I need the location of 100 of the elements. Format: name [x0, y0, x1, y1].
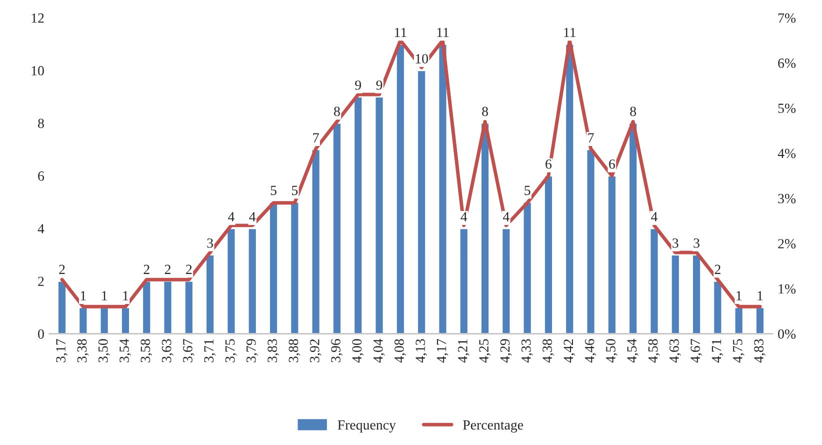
- data-label: 9: [355, 80, 362, 90]
- x-tick-label: 4,46: [584, 339, 596, 363]
- bar: [184, 280, 194, 334]
- bar: [522, 201, 532, 334]
- bar: [416, 70, 426, 334]
- y2-tick-label: 0%: [778, 329, 796, 339]
- x-tick-label: 4,54: [627, 338, 639, 363]
- bar: [438, 43, 448, 334]
- line-series: [60, 38, 762, 308]
- x-tick-label: 4,00: [352, 339, 364, 363]
- x-tick-label: 4,63: [670, 339, 681, 363]
- data-label: 11: [564, 28, 576, 38]
- x-tick-label: 3,79: [246, 339, 258, 362]
- bar: [712, 280, 723, 334]
- data-label: 1: [102, 291, 107, 300]
- bar: [310, 148, 321, 334]
- bar: [268, 201, 278, 334]
- data-label: 4: [502, 212, 510, 222]
- bar: [734, 306, 744, 334]
- y2-tick-label: 1%: [778, 284, 796, 294]
- bar: [458, 228, 469, 334]
- data-label: 11: [437, 28, 449, 38]
- x-tick-label: 4,08: [394, 339, 406, 363]
- bar: [544, 175, 554, 334]
- bar: [501, 228, 512, 334]
- y2-tick-label: 3%: [778, 194, 796, 204]
- x-tick-label: 4,75: [733, 339, 744, 363]
- y2-tick-label: 6%: [778, 58, 796, 68]
- x-tick-label: 3,71: [204, 339, 216, 362]
- bar: [162, 280, 173, 334]
- x-tick-label: 4,42: [564, 339, 576, 363]
- x-tick-label: 3,75: [225, 339, 237, 362]
- bar: [628, 122, 638, 334]
- x-tick-label: 3,67: [183, 339, 194, 362]
- bar: [226, 228, 236, 334]
- x-tick-label: 4,04: [373, 338, 385, 363]
- y2-tick-label: 2%: [778, 239, 796, 248]
- x-tick-label: 4,38: [542, 339, 554, 363]
- data-label: 7: [313, 133, 319, 142]
- x-tick-label: 4,17: [436, 339, 448, 363]
- bar: [290, 201, 300, 334]
- bar: [396, 43, 406, 334]
- y-tick-label: 10: [32, 66, 44, 76]
- data-label: 3: [672, 238, 678, 248]
- x-tick-label: 3,50: [98, 339, 110, 362]
- data-label: 1: [736, 291, 742, 300]
- data-label: 2: [164, 264, 170, 274]
- data-label: 4: [651, 212, 658, 222]
- bar: [607, 175, 617, 334]
- bar: [205, 254, 215, 334]
- x-tick-label: 4,83: [754, 339, 766, 363]
- data-label: 2: [186, 264, 192, 274]
- x-tick-label: 3,96: [331, 339, 342, 362]
- data-label: 1: [758, 291, 763, 300]
- x-tick-label: 4,71: [712, 339, 724, 363]
- data-label: 3: [694, 238, 700, 248]
- bar: [374, 96, 384, 334]
- data-label: 10: [416, 54, 428, 64]
- x-tick-label: 4,29: [500, 339, 512, 363]
- bar: [247, 228, 258, 334]
- bar: [649, 228, 660, 334]
- data-label: 5: [270, 186, 276, 196]
- x-tick-label: 3,63: [162, 339, 174, 362]
- bar: [692, 254, 702, 334]
- x-tick-label: 3,17: [56, 339, 68, 362]
- x-tick-label: 3,38: [77, 339, 89, 362]
- data-label: 6: [546, 159, 552, 169]
- data-label: 11: [394, 28, 406, 38]
- data-label: 8: [334, 106, 340, 116]
- bar: [57, 280, 67, 334]
- legend-label: Percentage: [463, 420, 524, 432]
- data-label: 5: [524, 186, 530, 196]
- x-tick-label: 3,83: [268, 339, 279, 362]
- legend-label: Frequency: [338, 420, 396, 432]
- bar: [353, 96, 364, 334]
- y-tick-label: 2: [38, 276, 44, 286]
- y-tick-label: 12: [32, 13, 44, 23]
- bar: [564, 43, 575, 334]
- data-label: 9: [376, 80, 382, 90]
- data-label: 3: [207, 238, 213, 248]
- x-tick-label: 3,92: [310, 339, 322, 362]
- y-tick-label: 8: [38, 118, 44, 128]
- data-label: 5: [292, 186, 298, 196]
- data-label: 2: [714, 264, 720, 274]
- y2-tick-label: 5%: [778, 104, 796, 114]
- data-label: 8: [630, 106, 636, 116]
- bar: [120, 306, 130, 334]
- data-label: 2: [144, 264, 150, 274]
- x-tick-label: 3,58: [140, 339, 152, 362]
- y-tick-label: 4: [38, 224, 44, 234]
- x-tick-label: 4,67: [690, 339, 702, 363]
- y-tick-label: 6: [38, 171, 44, 181]
- y-tick-label: 0: [38, 329, 44, 339]
- x-tick-label: 4,50: [606, 339, 618, 363]
- y2-tick-label: 4%: [778, 148, 796, 158]
- data-label: 1: [80, 291, 86, 300]
- x-tick-label: 3,88: [288, 339, 300, 362]
- bar: [78, 306, 88, 334]
- bar: [755, 306, 765, 334]
- data-label: 2: [59, 264, 65, 274]
